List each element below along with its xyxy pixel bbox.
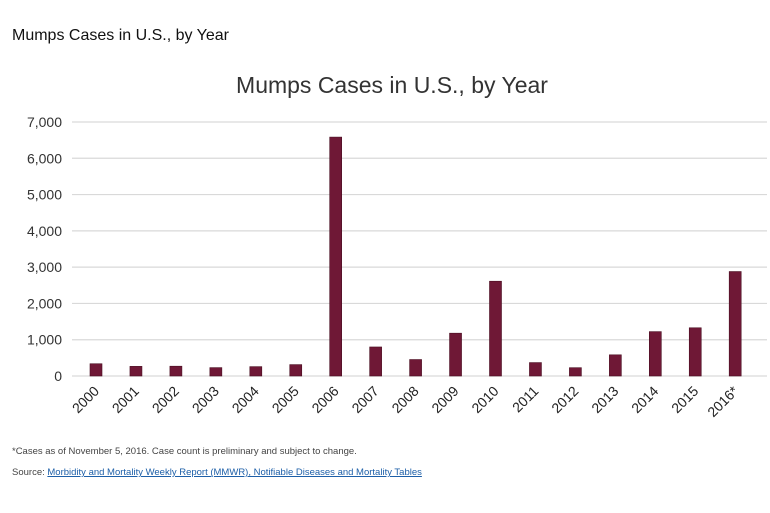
x-tick-label: 2016* bbox=[704, 382, 742, 420]
y-tick-label: 2,000 bbox=[27, 295, 62, 311]
bar-2014 bbox=[648, 331, 662, 377]
x-tick-label: 2006 bbox=[308, 383, 341, 416]
bar-2002 bbox=[169, 365, 183, 377]
y-tick-label: 5,000 bbox=[27, 187, 62, 203]
source-link[interactable]: Morbidity and Mortality Weekly Report (M… bbox=[47, 467, 422, 478]
x-tick-label: 2013 bbox=[588, 383, 621, 416]
bar-2010 bbox=[489, 280, 502, 377]
bar-2008 bbox=[409, 359, 422, 377]
bar-2004 bbox=[249, 366, 263, 377]
bar-2007 bbox=[369, 346, 382, 377]
bar-2006 bbox=[329, 136, 343, 377]
x-tick-label: 2004 bbox=[229, 383, 262, 416]
chart-title: Mumps Cases in U.S., by Year bbox=[236, 72, 548, 98]
x-tick-label: 2015 bbox=[668, 383, 701, 416]
y-tick-label: 0 bbox=[54, 368, 62, 384]
x-tick-label: 2000 bbox=[69, 383, 102, 416]
bar-2011 bbox=[529, 362, 542, 377]
x-tick-label: 2005 bbox=[269, 383, 302, 416]
x-tick-label: 2008 bbox=[388, 383, 421, 416]
bar-2016 bbox=[728, 271, 742, 377]
source-line: Source: Morbidity and Mortality Weekly R… bbox=[12, 467, 422, 478]
y-tick-label: 7,000 bbox=[27, 114, 62, 130]
y-tick-label: 3,000 bbox=[27, 259, 62, 275]
x-tick-label: 2014 bbox=[628, 383, 661, 416]
bar-2015 bbox=[688, 327, 702, 377]
source-label: Source: bbox=[12, 467, 45, 478]
bar-2000 bbox=[89, 363, 103, 377]
y-tick-label: 4,000 bbox=[27, 223, 62, 239]
x-tick-label: 2012 bbox=[548, 383, 581, 416]
bar-2005 bbox=[289, 364, 303, 377]
x-tick-label: 2009 bbox=[428, 383, 461, 416]
page-title: Mumps Cases in U.S., by Year bbox=[12, 27, 229, 44]
bar-2009 bbox=[449, 332, 462, 377]
x-tick-label: 2003 bbox=[189, 383, 222, 416]
y-tick-label: 6,000 bbox=[27, 150, 62, 166]
x-tick-label: 2002 bbox=[149, 383, 182, 416]
bar-2001 bbox=[129, 366, 143, 377]
y-tick-label: 1,000 bbox=[27, 332, 62, 348]
x-tick-label: 2001 bbox=[109, 383, 142, 416]
bar-2013 bbox=[609, 354, 622, 377]
x-tick-label: 2007 bbox=[348, 383, 381, 416]
bar-2012 bbox=[569, 367, 582, 377]
bar-2003 bbox=[209, 367, 223, 377]
x-tick-label: 2011 bbox=[509, 383, 542, 416]
bar-chart: Mumps Cases in U.S., by Year 0 1,000 2,000… bbox=[27, 72, 767, 420]
footnote: *Cases as of November 5, 2016. Case coun… bbox=[12, 446, 357, 457]
x-tick-label: 2010 bbox=[468, 383, 501, 416]
